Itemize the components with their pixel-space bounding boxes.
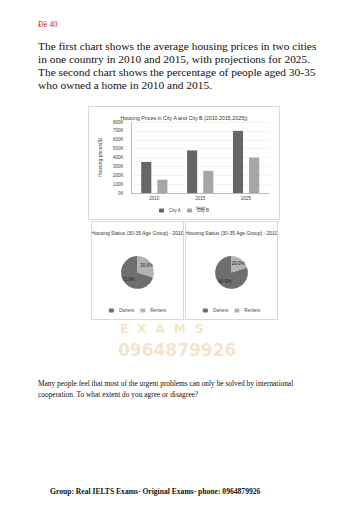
svg-text:Renters: Renters (244, 308, 261, 313)
svg-text:80.0%: 80.0% (219, 279, 232, 284)
svg-text:Owners: Owners (213, 308, 229, 313)
svg-text:300K: 300K (113, 164, 124, 169)
html-text:Group: Real IELTS Exams- Origi: Group: Real IELTS Exams- Original Exams-… (50, 487, 261, 496)
svg-text:700K: 700K (113, 128, 124, 133)
html-text:who owned a home in 2010 and 2: who owned a home in 2010 and 2015. (38, 79, 212, 91)
svg-text:500K: 500K (113, 146, 124, 151)
svg-text:800K: 800K (112, 119, 124, 125)
svg-text:0K: 0K (118, 191, 124, 196)
svg-text:Housing Status (30-35 Age Grou: Housing Status (30-35 Age Group) - 2010 (92, 230, 183, 236)
svg-text:Housing Prices in City A and C: Housing Prices in City A and City B (201… (120, 115, 247, 121)
html-text:0964879926: 0964879926 (118, 340, 237, 360)
svg-text:Owners: Owners (119, 308, 135, 313)
html-text:in one country in 2010 and 201: in one country in 2010 and 2015, with pr… (38, 53, 311, 65)
svg-text:20.0%: 20.0% (232, 261, 245, 266)
html-text:Many people feel that most of: Many people feel that most of the urgent… (38, 379, 294, 388)
svg-text:30.0%: 30.0% (140, 263, 153, 268)
svg-text:2010: 2010 (149, 196, 160, 201)
html-text:EXAMS: EXAMS (120, 322, 213, 336)
svg-text:Housing prices($): Housing prices($) (97, 138, 103, 178)
svg-text:100K: 100K (113, 182, 124, 187)
svg-text:70.0%: 70.0% (122, 277, 135, 282)
html-text:The first chart shows the aver: The first chart shows the average housin… (38, 40, 317, 52)
svg-text:City B: City B (197, 208, 209, 213)
svg-text:200K: 200K (113, 173, 124, 178)
svg-text:Renters: Renters (150, 308, 167, 313)
svg-text:City A: City A (169, 208, 181, 213)
svg-text:2015: 2015 (195, 196, 206, 201)
svg-text:2025: 2025 (241, 196, 252, 201)
html-text:The second chart shows the per: The second chart shows the percentage of… (38, 66, 316, 78)
svg-text:600K: 600K (113, 137, 124, 142)
svg-text:Housing Status (30-35 Age Grou: Housing Status (30-35 Age Group) - 2010 (186, 230, 277, 236)
svg-text:400K: 400K (113, 155, 124, 160)
html-text:Đề 40: Đề 40 (38, 20, 58, 29)
html-text:cooperation. To what extent do: cooperation. To what extent do you agree… (38, 390, 198, 399)
